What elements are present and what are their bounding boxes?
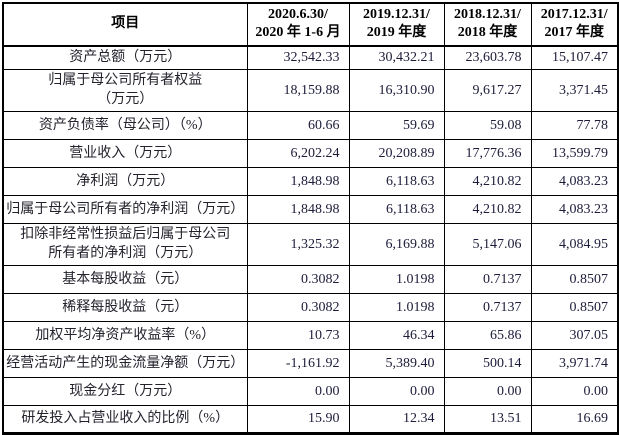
cell-value: 46.34 — [348, 321, 445, 351]
column-header-item: 项目 — [2, 2, 248, 47]
period-line1: 2020.6.30/ — [268, 7, 328, 22]
row-label: 扣除非经常性损益后归属于母公司 所有者的净利润（万元） — [2, 223, 248, 267]
table-row-cash-dividend: 现金分红（万元） 0.00 0.00 0.00 0.00 — [2, 377, 619, 407]
cell-value: 0.00 — [246, 377, 350, 407]
period-line1: 2018.12.31/ — [454, 7, 521, 22]
column-header-period-2020: 2020.6.30/ 2020 年 1-6 月 — [246, 2, 350, 47]
row-label: 研发投入占营业收入的比例（%） — [2, 405, 248, 435]
row-label: 归属于母公司所有者权益 （万元） — [2, 69, 248, 113]
cell-value: 3,971.74 — [530, 349, 619, 379]
cell-value: 6,169.88 — [348, 223, 445, 267]
table-row-total-assets: 资产总额（万元） 32,542.33 30,432.21 23,603.78 1… — [2, 45, 619, 71]
cell-value: 0.00 — [443, 377, 532, 407]
cell-value: 1,848.98 — [246, 167, 350, 197]
cell-value: 20,208.89 — [348, 139, 445, 169]
row-label: 现金分红（万元） — [2, 377, 248, 407]
cell-value: -1,161.92 — [246, 349, 350, 379]
column-header-period-2019: 2019.12.31/ 2019 年度 — [348, 2, 445, 47]
cell-value: 6,202.24 — [246, 139, 350, 169]
cell-value: 10.73 — [246, 321, 350, 351]
cell-value: 0.3082 — [246, 293, 350, 323]
cell-value: 6,118.63 — [348, 195, 445, 225]
cell-value: 17,776.36 — [443, 139, 532, 169]
row-label: 经营活动产生的现金流量净额（万元） — [2, 349, 248, 379]
row-label: 加权平均净资产收益率（%） — [2, 321, 248, 351]
cell-value: 15,107.47 — [530, 45, 619, 71]
cell-value: 3,371.45 — [530, 69, 619, 113]
cell-value: 6,118.63 — [348, 167, 445, 197]
cell-value: 1.0198 — [348, 265, 445, 295]
row-label: 资产总额（万元） — [2, 45, 248, 71]
cell-value: 500.14 — [443, 349, 532, 379]
cell-value: 1.0198 — [348, 293, 445, 323]
table-row-parent-equity: 归属于母公司所有者权益 （万元） 18,159.88 16,310.90 9,6… — [2, 69, 619, 113]
cell-value: 4,083.23 — [530, 195, 619, 225]
table-row-basic-eps: 基本每股收益（元） 0.3082 1.0198 0.7137 0.8507 — [2, 265, 619, 295]
cell-value: 16,310.90 — [348, 69, 445, 113]
cell-value: 9,617.27 — [443, 69, 532, 113]
cell-value: 0.7137 — [443, 265, 532, 295]
table-header-row: 项目 2020.6.30/ 2020 年 1-6 月 2019.12.31/ 2… — [2, 2, 619, 47]
cell-value: 1,848.98 — [246, 195, 350, 225]
period-line2: 2017 年度 — [544, 25, 605, 41]
cell-value: 0.8507 — [530, 293, 619, 323]
cell-value: 16.69 — [530, 405, 619, 435]
row-label: 资产负债率（母公司）（%） — [2, 111, 248, 141]
row-label: 营业收入（万元） — [2, 139, 248, 169]
table-row-net-profit: 净利润（万元） 1,848.98 6,118.63 4,210.82 4,083… — [2, 167, 619, 197]
cell-value: 30,432.21 — [348, 45, 445, 71]
cell-value: 0.00 — [530, 377, 619, 407]
cell-value: 0.7137 — [443, 293, 532, 323]
cell-value: 0.00 — [348, 377, 445, 407]
cell-value: 13,599.79 — [530, 139, 619, 169]
cell-value: 0.8507 — [530, 265, 619, 295]
cell-value: 77.78 — [530, 111, 619, 141]
cell-value: 60.66 — [246, 111, 350, 141]
cell-value: 1,325.32 — [246, 223, 350, 267]
row-label: 基本每股收益（元） — [2, 265, 248, 295]
table-row-debt-ratio: 资产负债率（母公司）（%） 60.66 59.69 59.08 77.78 — [2, 111, 619, 141]
cell-value: 65.86 — [443, 321, 532, 351]
table-row-parent-net-profit: 归属于母公司所有者的净利润（万元） 1,848.98 6,118.63 4,21… — [2, 195, 619, 225]
column-header-period-2017: 2017.12.31/ 2017 年度 — [530, 2, 619, 47]
cell-value: 5,147.06 — [443, 223, 532, 267]
cell-value: 12.34 — [348, 405, 445, 435]
cell-value: 18,159.88 — [246, 69, 350, 113]
cell-value: 0.3082 — [246, 265, 350, 295]
table-row-rd-ratio: 研发投入占营业收入的比例（%） 15.90 12.34 13.51 16.69 — [2, 405, 619, 435]
cell-value: 59.69 — [348, 111, 445, 141]
cell-value: 4,210.82 — [443, 167, 532, 197]
period-line2: 2018 年度 — [457, 25, 518, 41]
cell-value: 59.08 — [443, 111, 532, 141]
table-row-deducted-net-profit: 扣除非经常性损益后归属于母公司 所有者的净利润（万元） 1,325.32 6,1… — [2, 223, 619, 267]
column-header-period-2018: 2018.12.31/ 2018 年度 — [443, 2, 532, 47]
table-row-diluted-eps: 稀释每股收益（元） 0.3082 1.0198 0.7137 0.8507 — [2, 293, 619, 323]
row-label: 稀释每股收益（元） — [2, 293, 248, 323]
cell-value: 307.05 — [530, 321, 619, 351]
cell-value: 4,084.95 — [530, 223, 619, 267]
cell-value: 32,542.33 — [246, 45, 350, 71]
period-line2: 2020 年 1-6 月 — [255, 25, 341, 41]
table-row-weighted-roe: 加权平均净资产收益率（%） 10.73 46.34 65.86 307.05 — [2, 321, 619, 351]
period-line1: 2017.12.31/ — [540, 7, 608, 22]
cell-value: 5,389.40 — [348, 349, 445, 379]
period-line2: 2019 年度 — [366, 25, 427, 41]
table-row-operating-cash-flow: 经营活动产生的现金流量净额（万元） -1,161.92 5,389.40 500… — [2, 349, 619, 379]
table-row-revenue: 营业收入（万元） 6,202.24 20,208.89 17,776.36 13… — [2, 139, 619, 169]
cell-value: 13.51 — [443, 405, 532, 435]
cell-value: 23,603.78 — [443, 45, 532, 71]
cell-value: 15.90 — [246, 405, 350, 435]
row-label: 净利润（万元） — [2, 167, 248, 197]
cell-value: 4,083.23 — [530, 167, 619, 197]
cell-value: 4,210.82 — [443, 195, 532, 225]
row-label: 归属于母公司所有者的净利润（万元） — [2, 195, 248, 225]
period-line1: 2019.12.31/ — [363, 7, 430, 22]
